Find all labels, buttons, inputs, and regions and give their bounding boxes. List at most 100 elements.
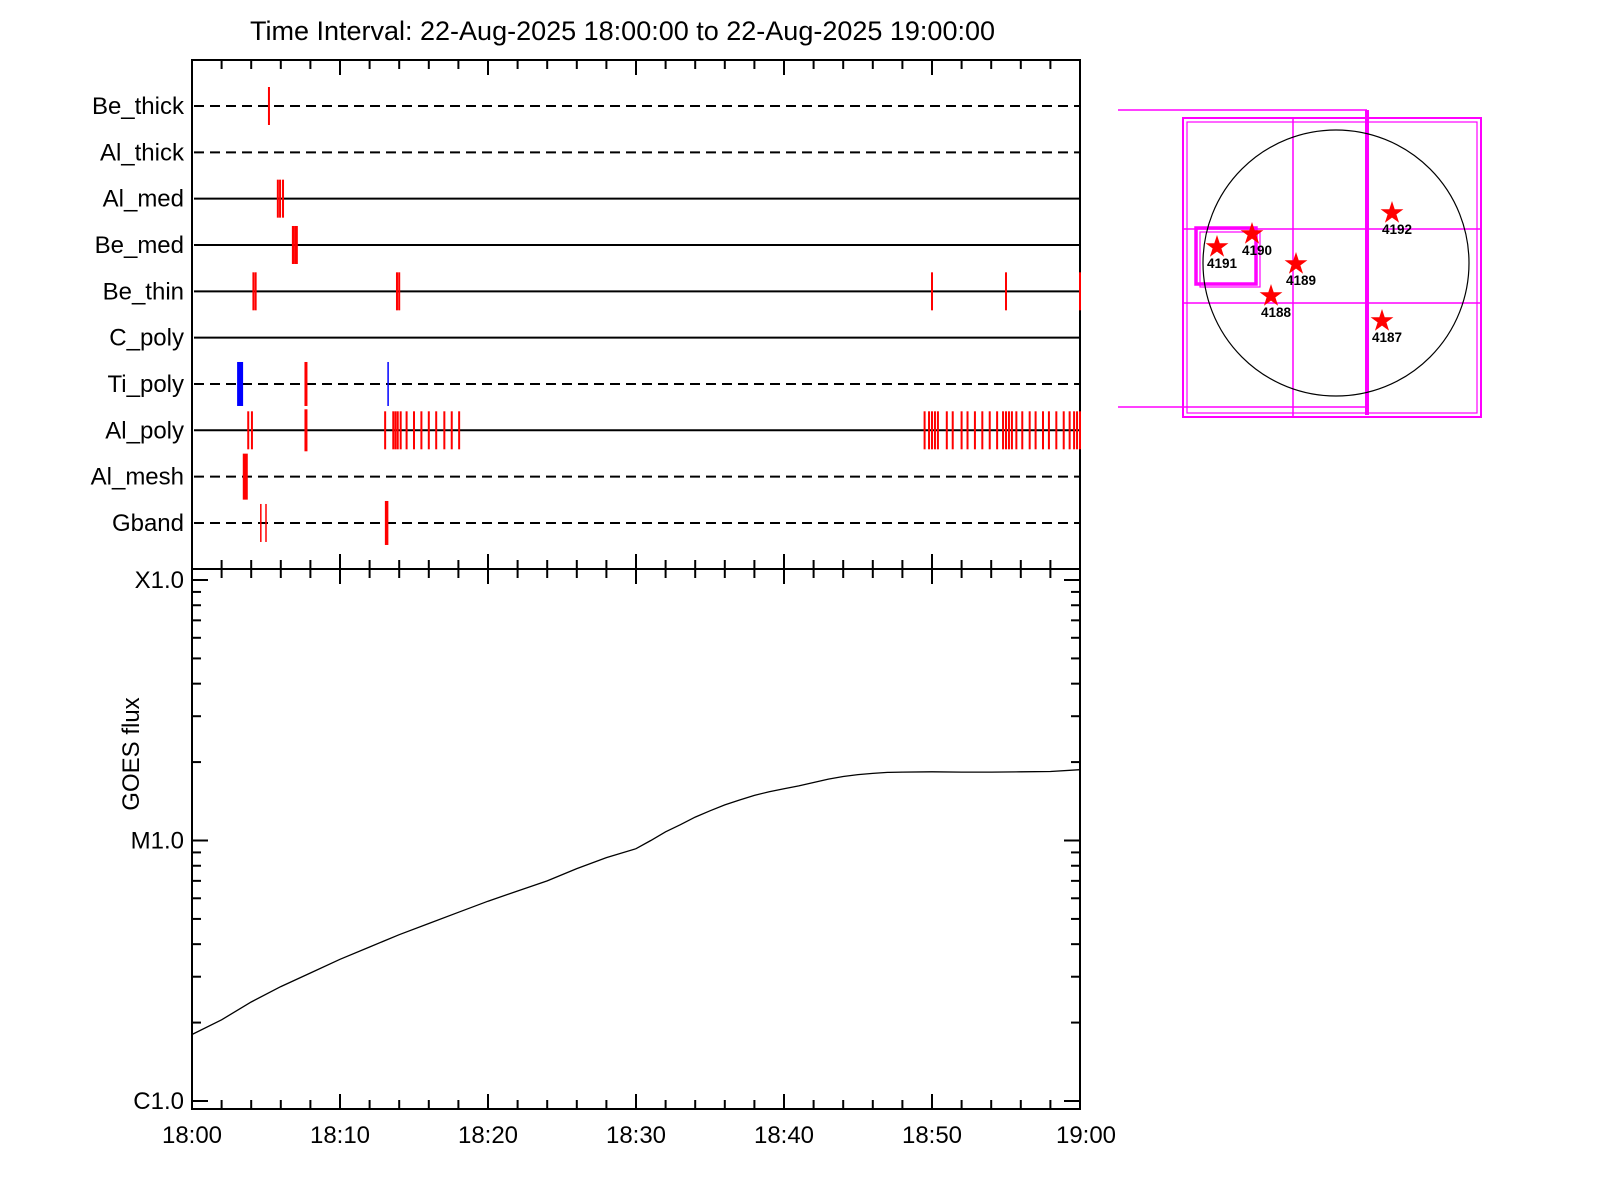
exposure-tick-Al_poly <box>945 411 948 450</box>
exposure-tick-Al_poly <box>928 411 931 450</box>
row-label-Al_thick: Al_thick <box>100 139 185 166</box>
exposure-tick-Al_poly <box>1021 411 1024 450</box>
active-region-star-4187 <box>1370 309 1394 331</box>
x-tick-label-18:30: 18:30 <box>606 1122 666 1149</box>
exposure-tick-Al_poly <box>384 411 387 450</box>
exposure-tick-Al_poly <box>1042 411 1044 450</box>
x-tick-label-18:50: 18:50 <box>902 1122 962 1149</box>
exposure-tick-Be_thin <box>254 272 257 311</box>
goes-y-label-X1.0: X1.0 <box>135 567 184 594</box>
active-region-label-4191: 4191 <box>1207 256 1238 271</box>
exposure-tick-Al_poly <box>973 411 976 450</box>
exposure-tick-Be_med <box>291 225 295 264</box>
exposure-tick-Al_med <box>276 179 279 218</box>
active-region-label-4192: 4192 <box>1382 222 1412 237</box>
exposure-tick-Al_poly <box>427 411 430 450</box>
exposure-tick-Al_poly <box>1005 411 1007 450</box>
exposure-tick-Al_poly <box>996 411 999 450</box>
active-region-label-4187: 4187 <box>1372 330 1402 345</box>
row-label-C_poly: C_poly <box>109 325 184 352</box>
exposure-tick-Be_thin <box>252 272 255 311</box>
exposure-tick-Al_poly <box>931 411 933 450</box>
exposure-tick-Ti_poly-blue <box>237 361 244 406</box>
exposure-tick-Al_mesh <box>242 453 248 500</box>
goes-flux-curve <box>191 769 1081 1036</box>
exposure-tick-Al_poly <box>936 411 939 450</box>
active-region-star-4188 <box>1259 284 1283 306</box>
exposure-tick-Be_thin <box>398 272 401 311</box>
exposure-tick-Al_poly <box>966 411 969 450</box>
exposure-tick-Al_poly <box>304 409 308 452</box>
exposure-tick-Ti_poly <box>304 361 308 406</box>
active-region-label-4190: 4190 <box>1242 243 1272 258</box>
row-label-Be_thin: Be_thin <box>103 278 184 305</box>
exposure-tick-Be_thick <box>267 87 270 125</box>
exposure-tick-Al_poly <box>1079 411 1081 450</box>
exposure-tick-Al_poly <box>405 411 408 450</box>
exposure-tick-Al_poly <box>396 411 399 450</box>
exposure-tick-Gband <box>384 500 389 545</box>
exposure-tick-Al_poly <box>458 411 461 450</box>
fov-box <box>1186 121 1478 414</box>
exposure-tick-Al_poly <box>981 411 984 450</box>
solar-limb-circle <box>1202 129 1470 397</box>
exposure-tick-Al_poly <box>1055 411 1058 450</box>
exposure-tick-Be_thin <box>1079 272 1081 311</box>
exposure-tick-Al_poly <box>1010 411 1013 450</box>
row-label-Ti_poly: Ti_poly <box>108 371 184 398</box>
exposure-tick-Al_poly <box>1015 411 1018 450</box>
x-tick-label-18:00: 18:00 <box>162 1122 222 1149</box>
exposure-tick-Al_poly <box>1076 411 1079 450</box>
fov-box <box>1194 226 1258 286</box>
exposure-tick-Al_poly <box>1047 411 1050 450</box>
exposure-tick-Gband <box>265 503 267 542</box>
row-label-Be_thick: Be_thick <box>92 93 185 120</box>
exposure-tick-Al_poly <box>1028 411 1031 450</box>
exposure-tick-Al_med <box>282 179 285 218</box>
timeline-panel-border <box>191 59 1081 570</box>
row-label-Be_med: Be_med <box>95 232 184 259</box>
exposure-tick-Al_poly <box>1068 411 1071 450</box>
row-label-Al_med: Al_med <box>103 186 184 213</box>
exposure-tick-Al_poly <box>443 411 446 450</box>
row-label-Al_poly: Al_poly <box>105 417 184 444</box>
x-tick-label-18:20: 18:20 <box>458 1122 518 1149</box>
goes-y-label-M1.0: M1.0 <box>131 828 184 855</box>
active-region-label-4188: 4188 <box>1261 305 1292 320</box>
exposure-tick-Ti_poly-blue <box>387 361 389 406</box>
fov-box <box>1199 231 1261 288</box>
exposure-tick-Al_poly <box>1002 411 1005 450</box>
exposure-tick-Al_poly <box>420 411 423 450</box>
page-title: Time Interval: 22-Aug-2025 18:00:00 to 2… <box>249 16 995 46</box>
exposure-tick-Be_thin <box>931 272 933 311</box>
exposure-tick-Gband <box>260 503 262 542</box>
exposure-tick-Al_poly <box>399 411 402 450</box>
goes-panel-border <box>191 568 1081 1110</box>
goes-y-label-C1.0: C1.0 <box>133 1088 184 1115</box>
exposure-tick-Al_poly <box>960 411 963 450</box>
exposure-tick-Al_poly <box>247 411 250 450</box>
exposure-tick-Be_thin <box>395 272 398 311</box>
exposure-tick-Al_med <box>279 179 282 218</box>
exposure-tick-Be_thin <box>1005 272 1007 311</box>
active-region-star-4192 <box>1380 201 1404 223</box>
active-region-star-4190 <box>1240 222 1264 244</box>
exposure-tick-Al_poly <box>988 411 991 450</box>
exposure-tick-Al_poly <box>1062 411 1065 450</box>
active-region-star-4189 <box>1284 252 1308 274</box>
exposure-tick-Be_med <box>294 225 298 264</box>
exposure-tick-Al_poly <box>435 411 438 450</box>
exposure-tick-Al_poly <box>1034 411 1037 450</box>
x-tick-label-19:00: 19:00 <box>1056 1122 1116 1149</box>
exposure-tick-Al_poly <box>923 411 926 450</box>
exposure-tick-Al_poly <box>1073 411 1076 450</box>
x-tick-label-18:10: 18:10 <box>310 1122 370 1149</box>
exposure-tick-Al_poly <box>1007 411 1010 450</box>
active-region-label-4189: 4189 <box>1286 273 1316 288</box>
row-label-Al_mesh: Al_mesh <box>91 464 184 491</box>
exposure-tick-Al_poly <box>450 411 453 450</box>
fov-box <box>1182 117 1482 418</box>
exposure-tick-Al_poly <box>951 411 954 450</box>
